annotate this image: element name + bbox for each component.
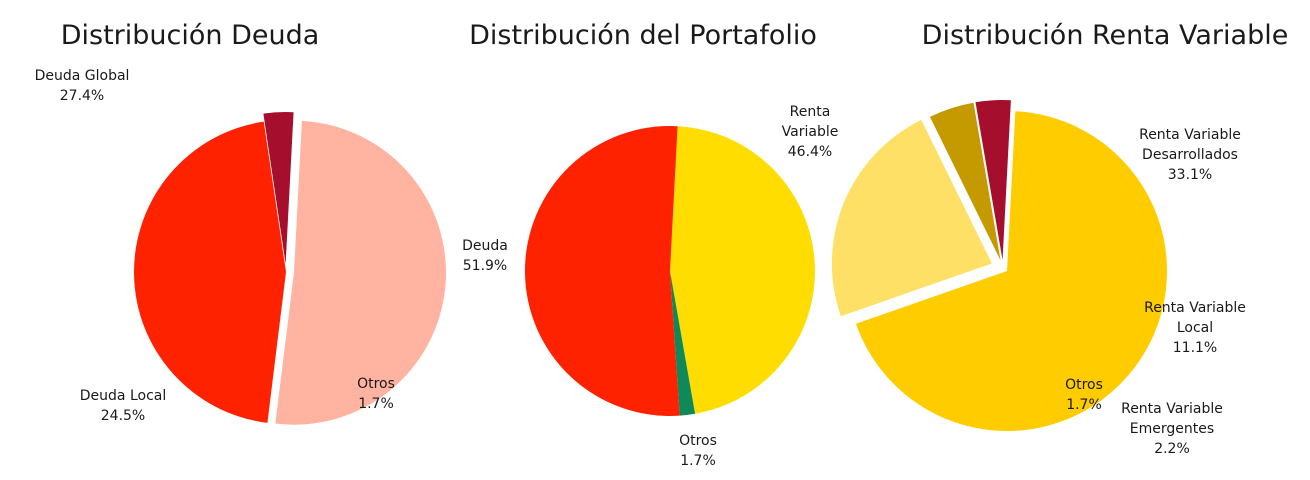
- slice-label-deuda: Deuda 51.9%: [462, 238, 508, 274]
- pie-slices: [134, 100, 1168, 432]
- slice-label-otros: Otros 1.7%: [1065, 377, 1103, 413]
- pie-slice-otros: [670, 271, 696, 416]
- pie-slice-renta-variable: [670, 126, 815, 414]
- chart-title-deuda: Distribución Deuda: [61, 20, 320, 51]
- slice-label-otros: Otros 1.7%: [679, 433, 717, 469]
- slice-label-otros: Otros 1.7%: [357, 376, 395, 412]
- pie-slice-renta-variable-emergentes: [929, 102, 1001, 261]
- slice-label-renta-variable-local: Renta Variable Local 11.1%: [1144, 300, 1246, 356]
- slice-labels: Deuda Global 27.4% Deuda Local 24.5% Otros 1.…: [35, 68, 1246, 469]
- slice-label-renta-variable-emergentes: Renta Variable Emergentes 2.2%: [1121, 401, 1223, 457]
- pie-slice-deuda-local: [134, 121, 286, 423]
- pie-slice-deuda: [524, 125, 680, 416]
- pie-slice-deuda-global: [275, 120, 446, 425]
- slice-label-renta-variable: Renta Variable 46.4%: [782, 104, 839, 160]
- slice-label-deuda-local: Deuda Local 24.5%: [80, 388, 166, 424]
- pie-slice-otros: [263, 112, 294, 265]
- chart-title-portafolio: Distribución del Portafolio: [469, 20, 817, 51]
- pie-slice-renta-variable-local: [831, 119, 992, 317]
- slice-label-deuda-global: Deuda Global 27.4%: [35, 68, 130, 104]
- chart-title-renta-variable: Distribución Renta Variable: [922, 20, 1289, 51]
- pie-slice-renta-variable-desarrollados: [855, 111, 1168, 432]
- slice-label-renta-variable-desarrollados: Renta Variable Desarrollados 33.1%: [1139, 127, 1241, 183]
- pie-slice-otros: [975, 100, 1011, 261]
